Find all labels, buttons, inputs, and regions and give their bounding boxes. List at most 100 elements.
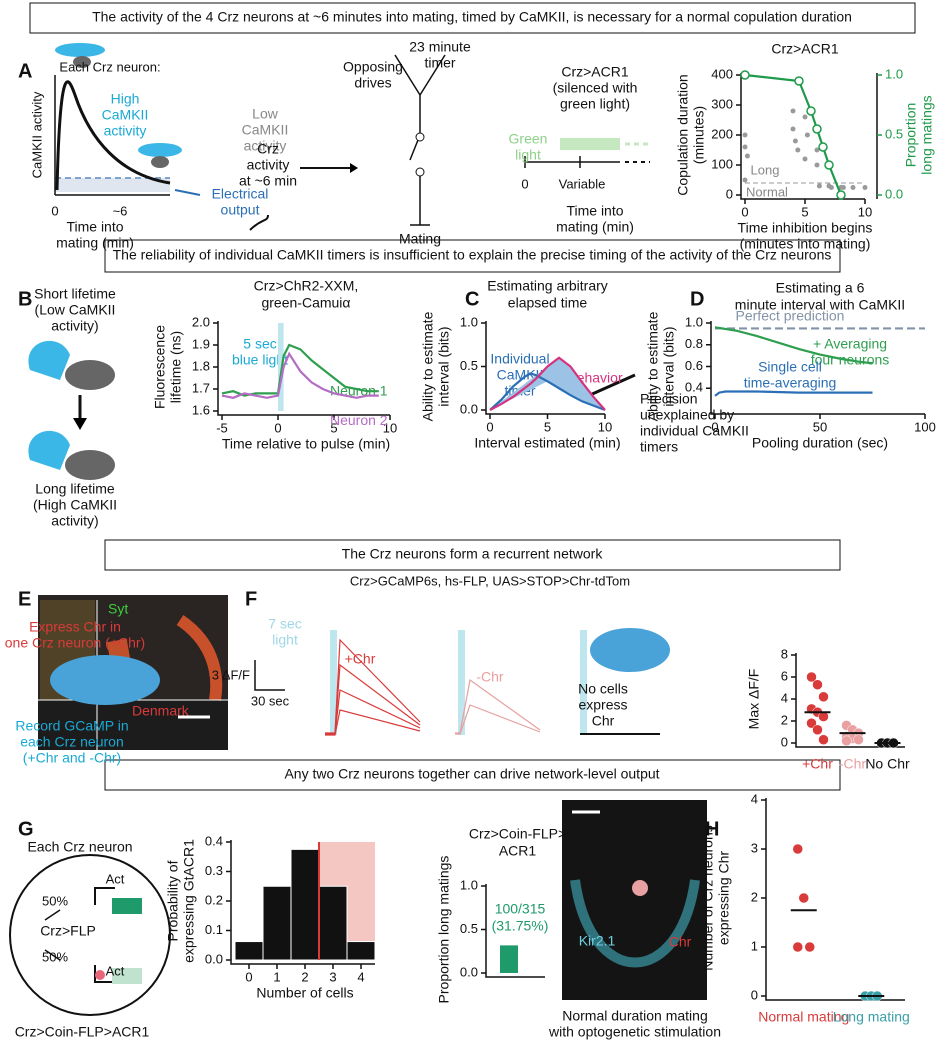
x-tick-label: 1 [273, 969, 280, 984]
point [742, 177, 748, 183]
point [818, 734, 829, 745]
point [790, 108, 796, 114]
point [742, 144, 748, 150]
y-tick-label: 1.8 [192, 358, 210, 373]
y-tick-label: 1.7 [192, 380, 210, 395]
label: 0 [51, 203, 58, 218]
y-tick-label: 0 [751, 987, 758, 1002]
point [812, 724, 823, 736]
point [790, 126, 796, 132]
y-label: Proportion long matings [436, 856, 452, 1004]
x-tick-label: 100 [914, 419, 936, 434]
y-tick-label: 1.6 [192, 402, 210, 417]
x-tick-label: -5 [216, 420, 228, 435]
point [828, 185, 834, 190]
label: Time into [566, 203, 623, 219]
label: with optogenetic stimulation [548, 1024, 721, 1040]
point [814, 162, 820, 168]
point [804, 132, 810, 138]
axis [485, 884, 545, 978]
label: + Averaging [813, 336, 887, 352]
y-tick-label: 100 [711, 156, 733, 171]
label: mating (min) [556, 219, 634, 235]
panel-letter: G [18, 818, 34, 840]
label: ~6 [113, 203, 128, 218]
x-tick-label: 0 [245, 969, 252, 984]
shaded-difference [490, 357, 605, 410]
label: 30 sec [251, 693, 290, 708]
point [814, 147, 820, 153]
y-tick-label: 0 [781, 734, 788, 749]
y-label: expressing GtACR1 [181, 839, 197, 963]
point [802, 114, 808, 120]
point [862, 185, 868, 190]
label: Normal [746, 184, 788, 199]
label: individual CaMKII [640, 423, 749, 439]
point [816, 183, 822, 189]
label: timer [424, 55, 455, 71]
section-title: The reliability of individual CaMKII tim… [113, 247, 832, 263]
value-label: (31.75%) [492, 918, 549, 934]
label: -Chr [476, 669, 504, 685]
label: 50% [42, 949, 68, 964]
x-tick-label: 0 [741, 204, 748, 219]
plot-title: green-Camuiα [261, 295, 350, 311]
label: +Chr [345, 651, 376, 667]
label: activity [104, 123, 147, 139]
label: 0 [521, 176, 528, 191]
label: 7 sec [268, 616, 301, 632]
y-label: interval (bits) [436, 326, 452, 406]
y2-tick-label: 0.5 [885, 126, 903, 141]
label: activity [244, 138, 287, 154]
label: Express Chr in [29, 619, 121, 635]
point [794, 76, 804, 86]
y-tick-label: 0.3 [205, 863, 223, 878]
label: blue light [232, 352, 288, 368]
point [792, 941, 803, 953]
label: Kir2.1 [579, 933, 616, 949]
label: Long [751, 162, 780, 177]
point [850, 185, 856, 190]
x-tick-label: 5 [544, 419, 551, 434]
label: Each Crz neuron: [59, 59, 160, 74]
label: Opposing [343, 59, 403, 75]
y-tick-label: 2.0 [192, 314, 210, 329]
plot-title: Crz>Coin-FLP> [469, 826, 566, 842]
label: Syt [108, 601, 128, 617]
y-tick-label: 0.0 [205, 951, 223, 966]
x-label: Time relative to pulse (min) [222, 436, 390, 452]
series-label: Neuron 2 [330, 412, 388, 428]
label: drives [354, 75, 391, 91]
label: (silenced with [553, 80, 638, 96]
label: Crz>FLP [40, 923, 96, 939]
y-tick-label: 300 [711, 96, 733, 111]
label: No cells [578, 681, 628, 697]
x-tick-label: 0 [711, 419, 718, 434]
label: each Crz neuron [20, 734, 124, 750]
point [792, 843, 803, 855]
point [792, 138, 798, 144]
x-tick-label: 50 [813, 419, 827, 434]
x-tick-label: 10 [383, 420, 397, 435]
y-tick-label: 1 [751, 938, 758, 953]
label: light [515, 147, 541, 163]
plot-title: Estimating a 6 [776, 280, 865, 296]
label: Single cell [758, 359, 822, 375]
label: Crz>ACR1 [561, 64, 629, 80]
label: Act [106, 871, 125, 886]
panel-letter: D [690, 288, 704, 310]
plot-title: Estimating arbitrary [487, 278, 608, 294]
label: green light) [560, 96, 630, 112]
section-title: The activity of the 4 Crz neurons at ~6 … [92, 9, 852, 25]
y-tick-label: 2 [751, 889, 758, 904]
axis [217, 321, 390, 416]
label: 3 ΔF/F [212, 667, 250, 682]
panel-g-schematic [9, 854, 171, 1016]
point [841, 735, 852, 747]
label: Mating [399, 231, 441, 247]
x-label: (minutes into mating) [740, 236, 871, 252]
label: Variable [559, 176, 606, 191]
label: Chr [592, 713, 615, 729]
plot-title: Crz>ChR2-XXM, [254, 278, 359, 294]
x-tick-label: 10 [598, 419, 612, 434]
